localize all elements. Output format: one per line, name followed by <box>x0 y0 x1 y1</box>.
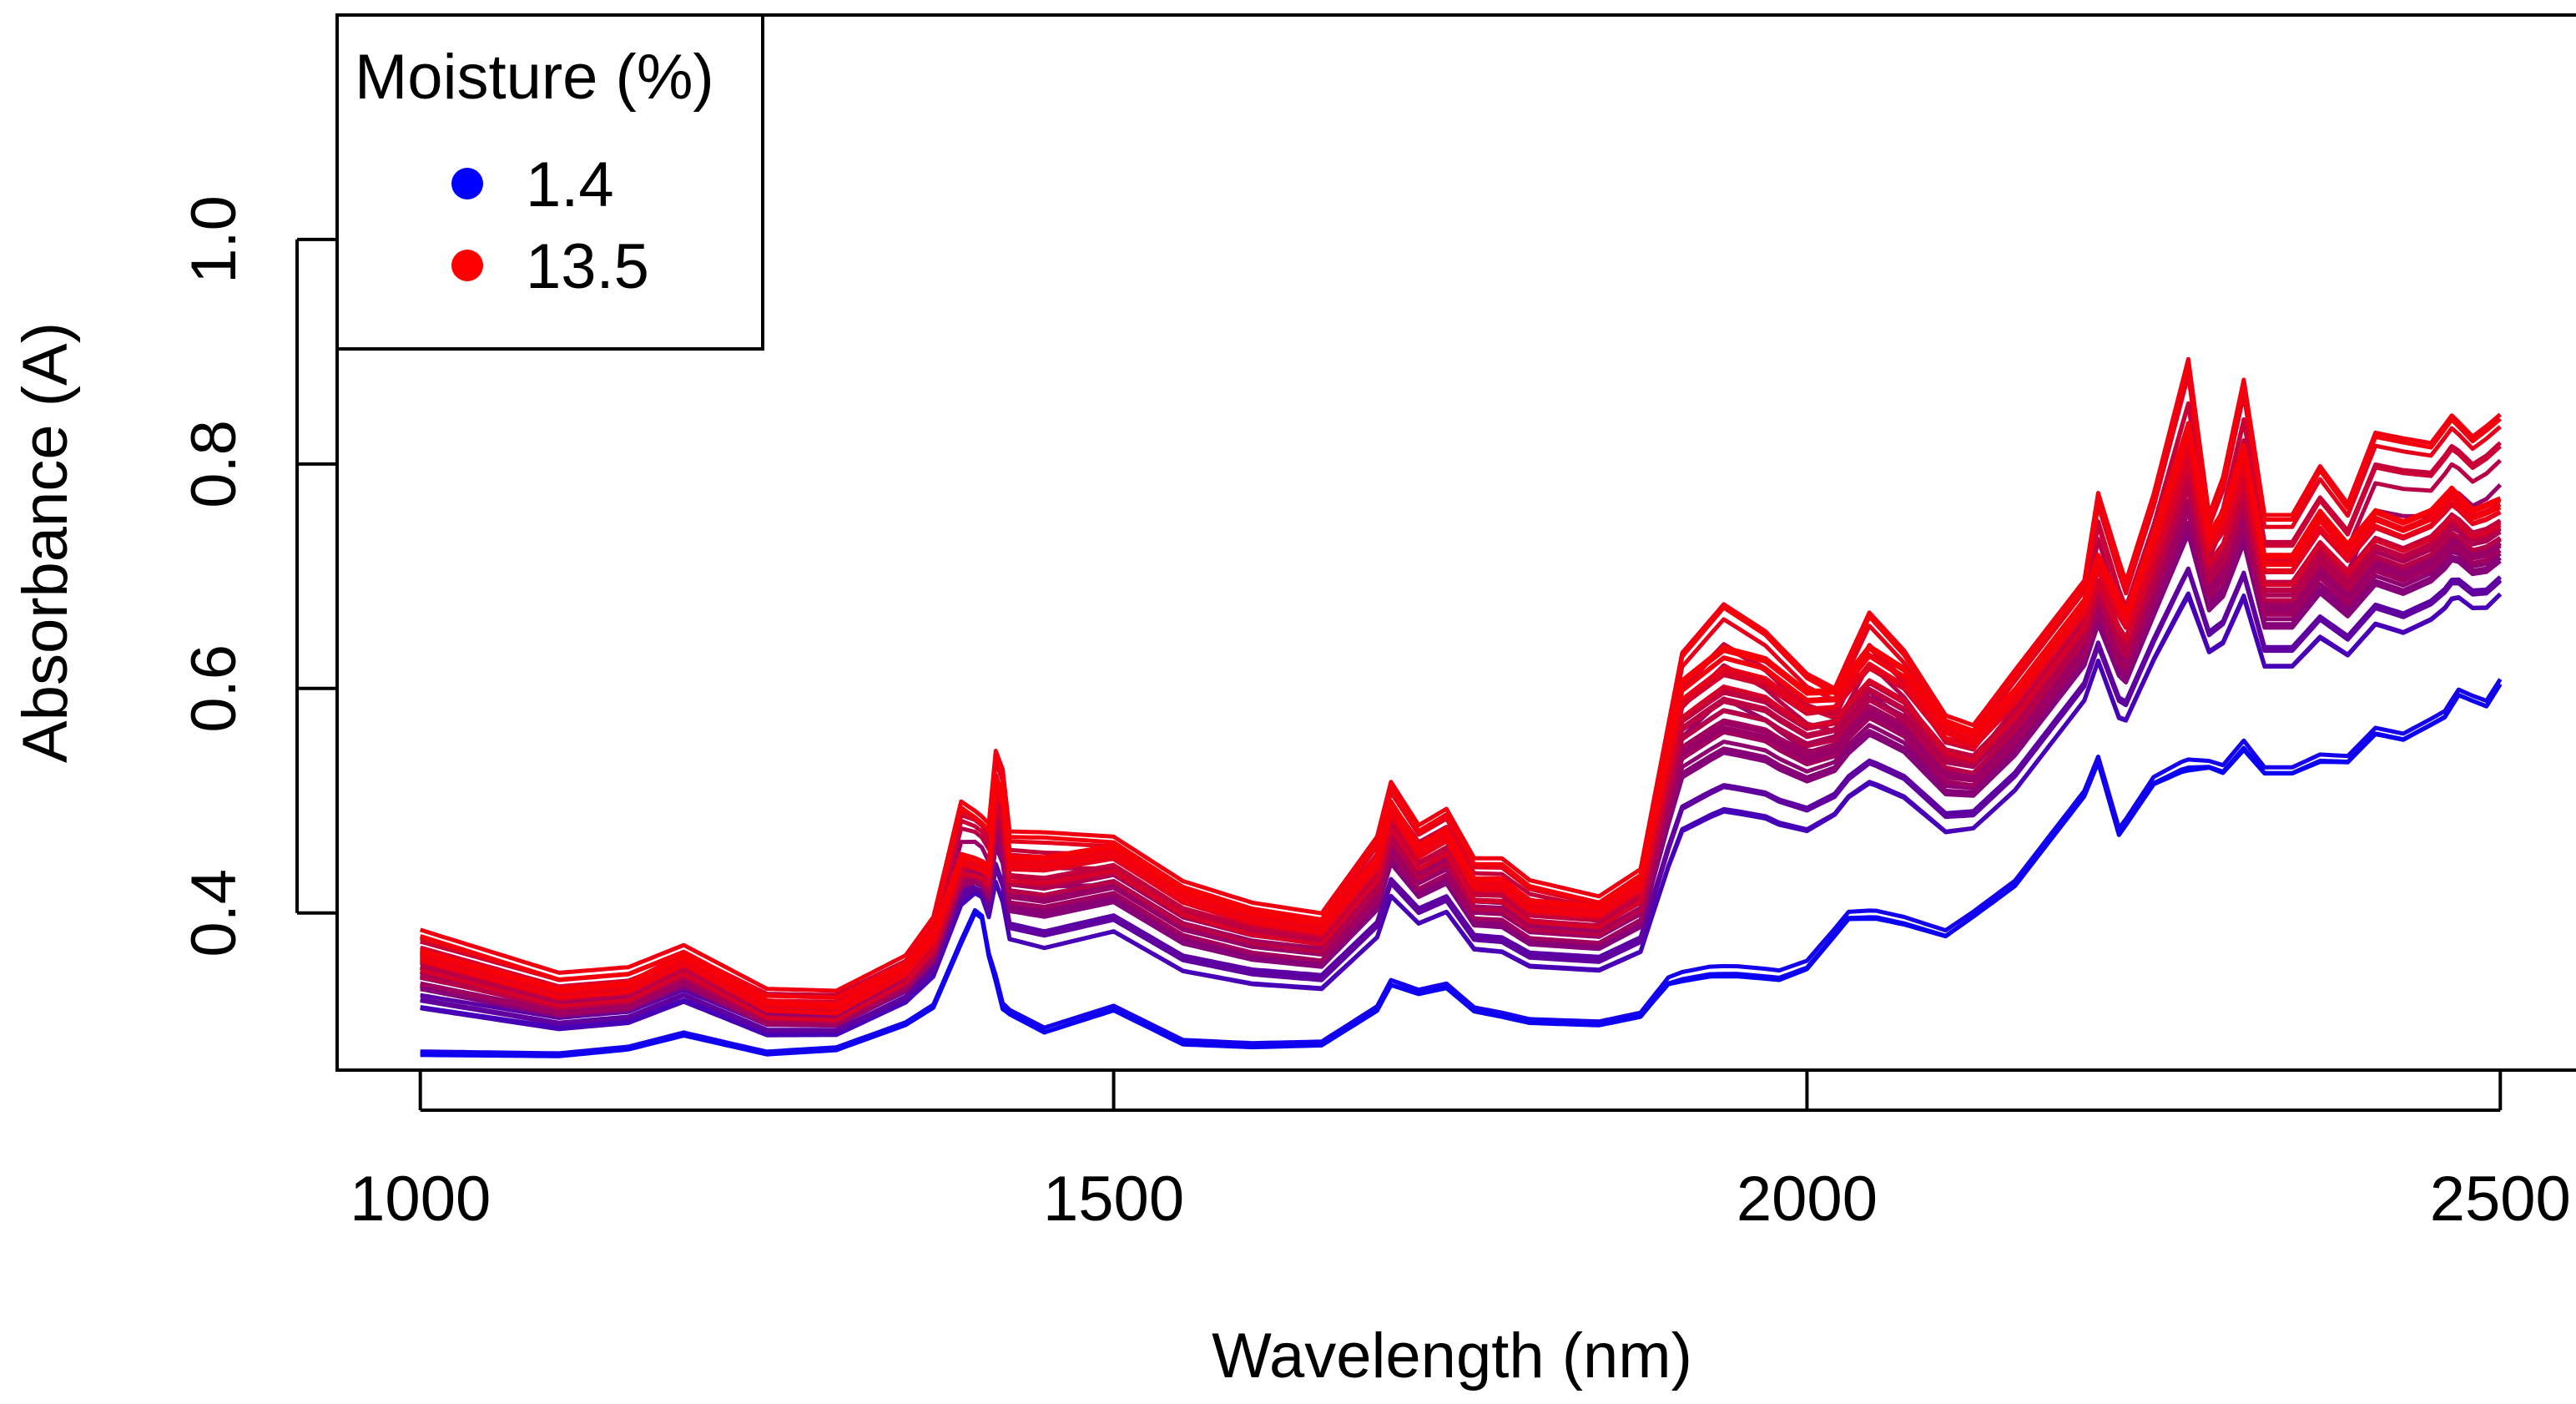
legend-label-high: 13.5 <box>526 231 649 302</box>
y-axis: 0.4 0.6 0.8 1.0 <box>179 195 337 957</box>
plot-frame <box>335 13 2576 1072</box>
spectrum-line <box>420 532 2502 1028</box>
spectrum-line <box>420 498 2502 1015</box>
spectrum-line <box>420 508 2502 1020</box>
legend-label-low: 1.4 <box>526 149 614 220</box>
x-tick-label: 2000 <box>1737 1164 1878 1235</box>
spectrum-line <box>420 421 2502 1008</box>
y-tick-label: 1.0 <box>179 195 250 284</box>
legend: Moisture (%) 1.4 13.5 <box>335 13 764 351</box>
spectrum-line <box>420 568 2502 1033</box>
y-axis-label: Absorbance (A) <box>10 322 81 763</box>
y-tick-label: 0.4 <box>179 869 250 957</box>
spectrum-line <box>420 507 2502 1018</box>
series-layer <box>419 356 2503 1058</box>
spectrum-line <box>420 510 2502 1028</box>
x-tick-label: 2500 <box>2430 1164 2571 1235</box>
spectrum-line <box>419 360 2502 1000</box>
spectrum-line <box>420 528 2502 1026</box>
legend-marker-high <box>451 250 483 281</box>
x-axis-label: Wavelength (nm) <box>1212 1321 1692 1391</box>
spectrum-line <box>420 591 2503 1038</box>
spectrum-line <box>420 567 2502 1033</box>
spectrum-line <box>420 529 2502 1024</box>
spectrum-line <box>420 462 2502 1023</box>
spectrum-line <box>420 432 2502 1016</box>
legend-box <box>335 13 764 351</box>
y-tick-label: 0.6 <box>179 644 250 733</box>
x-tick-label: 1000 <box>350 1164 491 1235</box>
spectrum-line <box>420 678 2503 1056</box>
legend-title: Moisture (%) <box>355 42 714 113</box>
spectrum-line <box>420 683 2503 1058</box>
y-tick-label: 0.8 <box>179 420 250 508</box>
spectrum-line <box>420 566 2502 1028</box>
spectrum-line <box>420 593 2503 1036</box>
legend-marker-low <box>451 168 483 199</box>
x-tick-label: 1500 <box>1043 1164 1184 1235</box>
x-axis: 1000 1500 2000 2500 <box>350 1070 2571 1235</box>
